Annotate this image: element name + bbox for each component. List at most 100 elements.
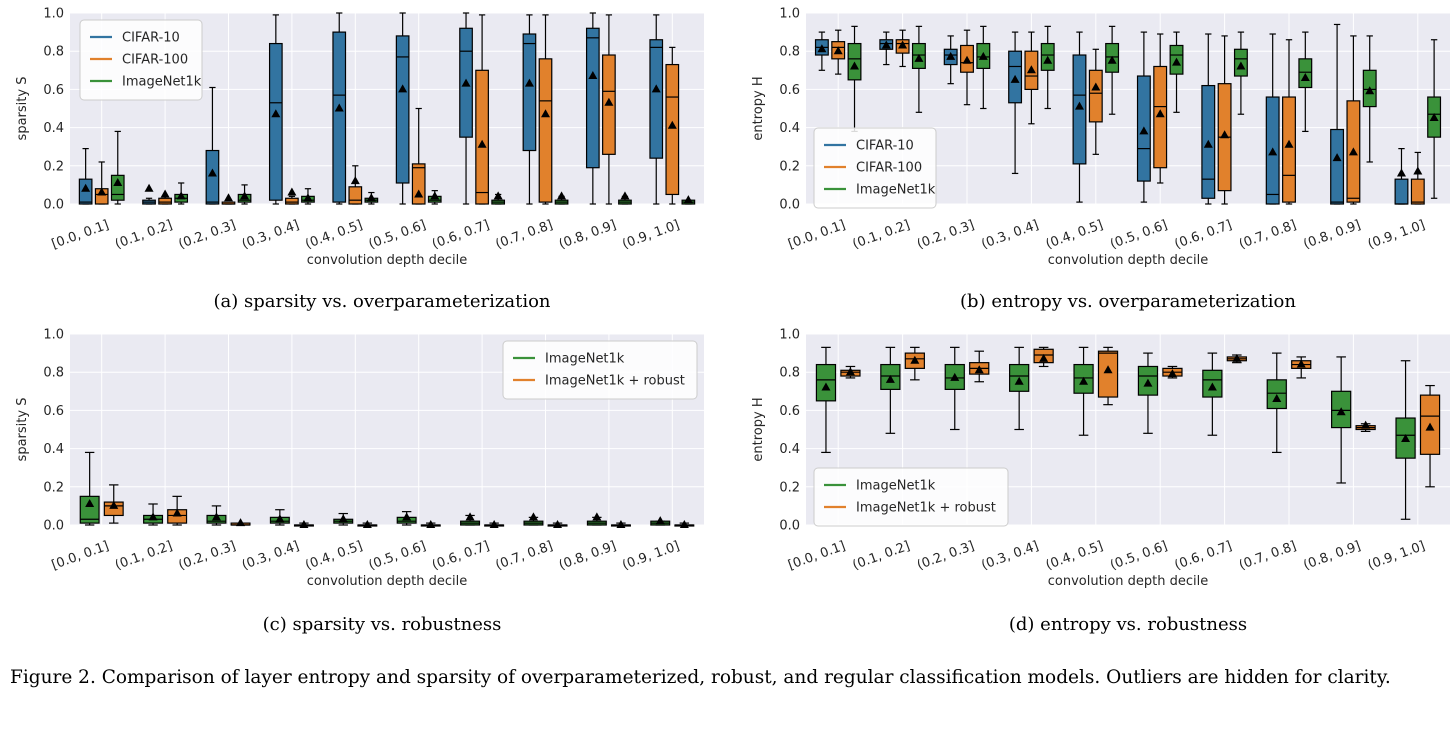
box-imagenet1k: [143, 503, 164, 526]
box-imagenet1k: [1266, 352, 1287, 454]
y-tick-label: 0.6: [779, 404, 800, 419]
y-tick-label: 0.4: [779, 442, 800, 457]
box-imagenet1k-robust: [230, 518, 251, 527]
x-tick-label: (0.7, 0.8]: [494, 218, 555, 253]
box-imagenet1k: [364, 191, 379, 205]
box-imagenet1k-robust: [103, 484, 124, 524]
mean-marker: [1220, 130, 1230, 139]
chart-panel-2: 0.00.20.40.60.81.0[0.0, 0.1] (0.1, 0.2] (0…: [751, 7, 1450, 312]
box-imagenet1k: [301, 188, 315, 205]
mean-marker: [81, 183, 91, 192]
x-tick-label: (0.7, 0.8]: [1237, 218, 1298, 253]
legend-label: ImageNet1k: [856, 183, 936, 198]
mean-marker: [950, 372, 960, 381]
y-axis-label: entropy H: [751, 397, 766, 461]
box-body: [348, 186, 363, 205]
x-tick-label: (0.5, 0.6]: [1108, 539, 1169, 574]
mean-marker: [109, 500, 119, 509]
y-tick-label: 0.2: [43, 159, 64, 174]
box-body: [79, 495, 100, 524]
box-body: [158, 197, 172, 205]
x-tick-label: [0.0, 0.1]: [50, 539, 111, 574]
y-tick-label: 0.4: [779, 121, 800, 136]
box-imagenet1k: [1137, 352, 1159, 434]
mean-marker: [398, 84, 408, 93]
mean-marker: [1361, 420, 1371, 429]
x-tick-label: (0.2, 0.3]: [915, 218, 976, 253]
box-imagenet1k-robust: [1097, 346, 1119, 406]
x-tick-label: [0.0, 0.1]: [786, 539, 847, 574]
box-imagenet1k: [650, 516, 671, 526]
chart-panel-3: 0.00.20.40.60.81.0[0.0, 0.1] (0.1, 0.2] (0…: [15, 328, 704, 635]
mean-marker: [224, 193, 233, 202]
x-tick-label: (0.2, 0.3]: [177, 218, 238, 253]
legend-box: [502, 340, 698, 400]
box-imagenet1k-robust: [1291, 356, 1312, 379]
box-body: [332, 31, 347, 203]
x-tick-label: (0.1, 0.2]: [851, 539, 912, 574]
y-tick-label: 0.4: [43, 121, 64, 136]
box-imagenet1k: [880, 346, 901, 434]
mean-marker: [211, 512, 221, 521]
box-cifar-100: [665, 46, 680, 205]
mean-marker: [1039, 353, 1049, 362]
mean-marker: [1143, 378, 1153, 387]
mean-marker: [97, 187, 107, 196]
mean-marker: [461, 78, 471, 87]
legend-label: CIFAR-100: [122, 53, 188, 68]
mean-marker: [1172, 57, 1182, 66]
mean-marker: [236, 518, 246, 527]
legend-label: ImageNet1k: [545, 352, 625, 367]
mean-marker: [240, 191, 250, 200]
x-tick-label: (0.7, 0.8]: [494, 539, 555, 574]
x-tick-label: (0.2, 0.3]: [177, 539, 238, 574]
box-body: [1088, 69, 1103, 123]
mean-marker: [1348, 147, 1358, 156]
box-body: [411, 163, 426, 205]
mean-marker: [1336, 407, 1346, 416]
mean-marker: [113, 177, 123, 186]
box-imagenet1k: [911, 25, 926, 113]
mean-marker: [414, 189, 424, 198]
box-cifar-100: [602, 14, 616, 205]
mean-marker: [1300, 72, 1310, 81]
y-tick-label: 0.2: [779, 159, 800, 174]
x-tick-label: (0.6, 0.7]: [1173, 539, 1234, 574]
y-tick-label: 0.6: [43, 83, 64, 98]
legend-label: ImageNet1k: [122, 75, 202, 90]
box-imagenet1k: [1169, 31, 1184, 113]
box-imagenet1k: [976, 25, 991, 110]
box-cifar-10: [649, 14, 664, 205]
box-cifar-100: [538, 14, 553, 205]
mean-marker: [978, 51, 988, 60]
box-body: [285, 197, 299, 205]
mean-marker: [817, 44, 827, 53]
mean-marker: [350, 176, 360, 185]
mean-marker: [271, 109, 281, 118]
subcaption: (a) sparsity vs. overparameterization: [213, 291, 550, 312]
y-axis-label: sparsity S: [15, 77, 30, 141]
box-imagenet1k-robust: [904, 346, 925, 381]
mean-marker: [1332, 153, 1342, 162]
mean-marker: [1091, 82, 1101, 91]
box-cifar-10: [395, 12, 410, 205]
x-tick-label: (0.1, 0.2]: [113, 539, 174, 574]
box-cifar-10: [268, 14, 283, 205]
box-imagenet1k-robust: [610, 520, 631, 528]
box-imagenet1k: [1362, 35, 1377, 163]
x-tick-label: (0.4, 0.5]: [1044, 539, 1105, 574]
mean-marker: [207, 168, 217, 177]
box-imagenet1k: [523, 512, 544, 526]
y-tick-label: 0.2: [43, 480, 64, 495]
box-cifar-10: [1136, 31, 1151, 203]
y-axis-label: entropy H: [751, 76, 766, 140]
box-body: [649, 39, 664, 159]
mean-marker: [592, 512, 602, 521]
box-cifar-10: [1330, 23, 1345, 205]
mean-marker: [176, 191, 186, 200]
mean-marker: [1236, 61, 1246, 70]
y-tick-label: 0.2: [779, 480, 800, 495]
mean-marker: [362, 520, 372, 528]
box-body: [665, 63, 680, 196]
mean-marker: [144, 183, 154, 192]
